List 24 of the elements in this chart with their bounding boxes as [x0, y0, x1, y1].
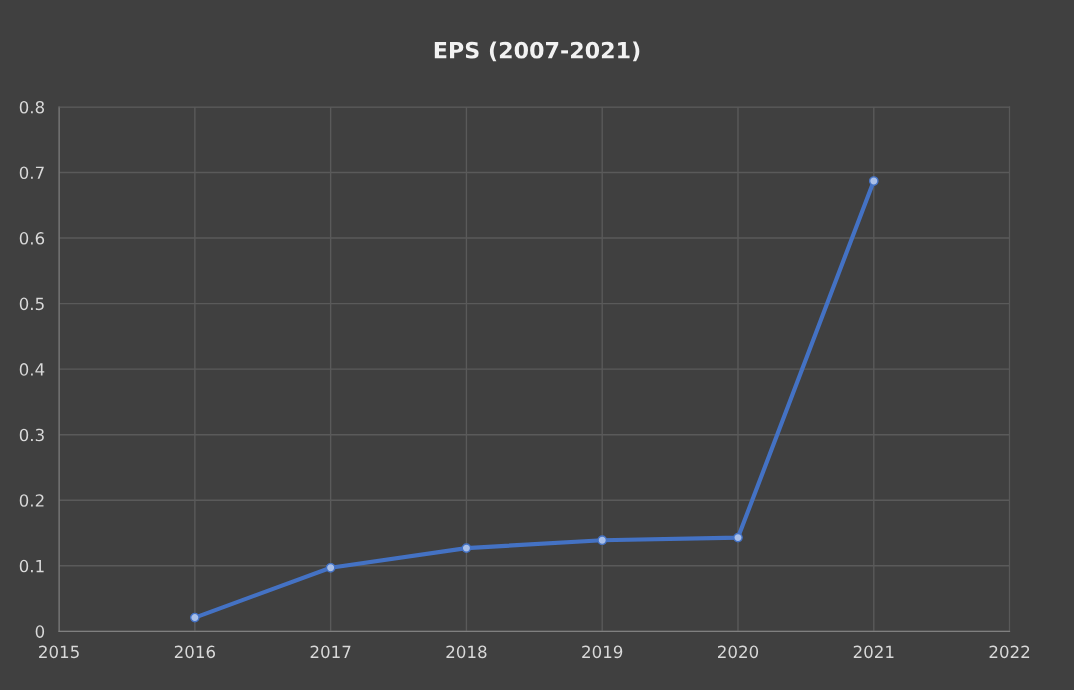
point [325, 562, 336, 573]
x-tick-label: 2021 [853, 645, 894, 659]
x-tick-label: 2015 [39, 645, 79, 659]
x-tick-label: 2020 [718, 645, 759, 659]
y-tick-label: 0 [35, 625, 45, 638]
y-tick-label: 0.4 [19, 363, 45, 376]
x-tick-label: 2018 [446, 645, 487, 659]
point [733, 532, 743, 543]
x-tick-label: 2017 [310, 645, 351, 659]
x-tick-label: 2016 [174, 645, 216, 659]
y-tick-label: 0.3 [19, 428, 44, 442]
y-tick-label: 0.1 [19, 559, 44, 573]
chart-title: EPS (2007-2021) [434, 41, 640, 62]
point [189, 612, 200, 623]
x-tick-label: 2022 [989, 645, 1030, 659]
x-tick-label: 2019 [582, 645, 623, 659]
y-tick-label: 0.5 [19, 297, 44, 311]
y-tick-label: 0.6 [19, 232, 45, 245]
point [461, 543, 472, 553]
point [597, 535, 608, 546]
y-tick-label: 0.2 [19, 494, 44, 507]
y-tick-label: 0.7 [19, 166, 44, 180]
point [868, 176, 879, 186]
y-tick-label: 0.8 [19, 100, 45, 114]
